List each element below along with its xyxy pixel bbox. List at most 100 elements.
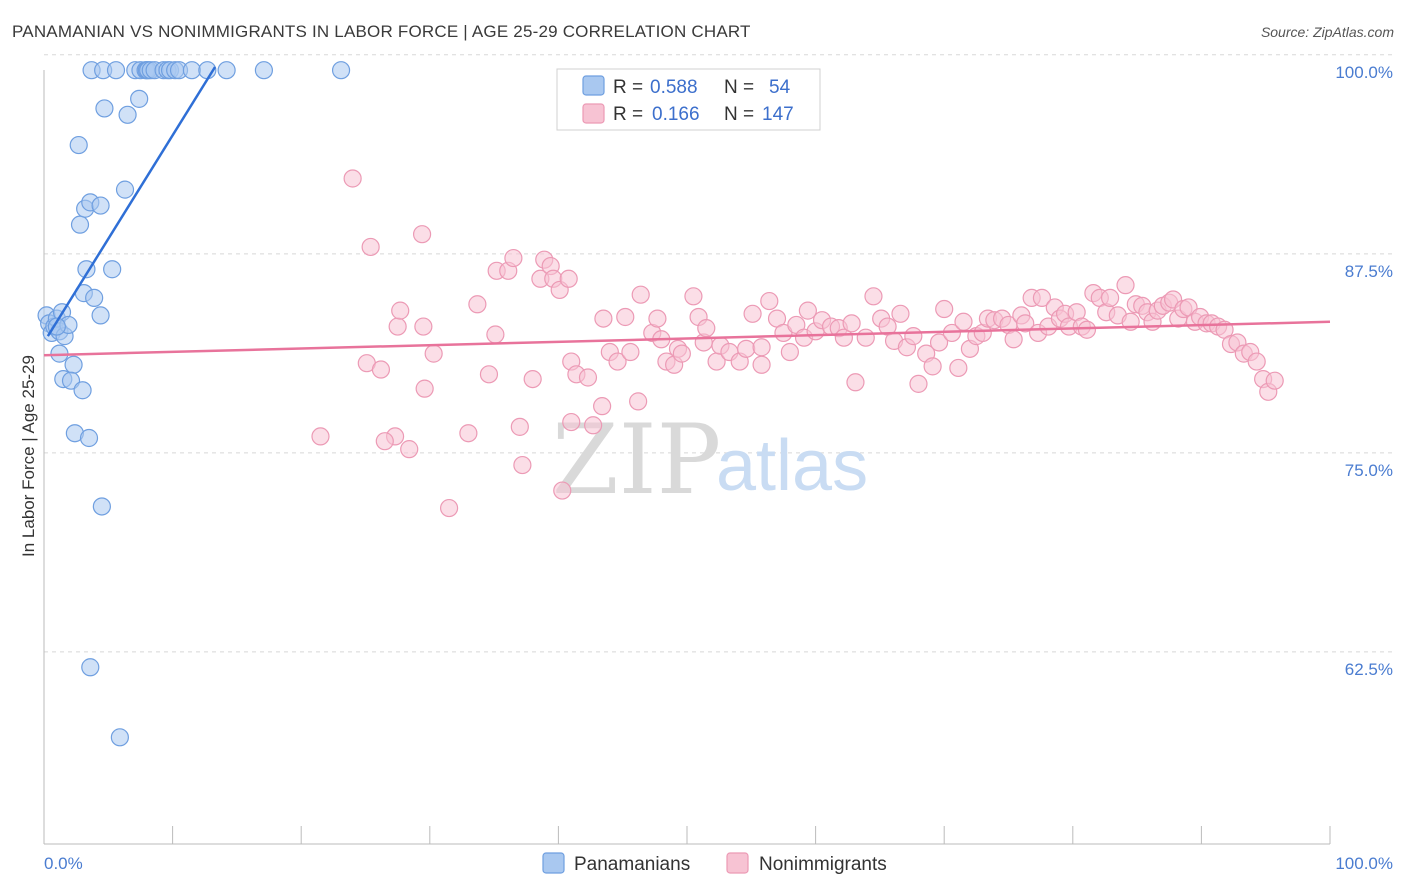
y-tick-label: 62.5% <box>1345 660 1393 679</box>
gridlines <box>44 54 1393 653</box>
nonimmigrants-point <box>648 309 667 328</box>
nonimmigrants-point <box>311 427 330 446</box>
nonimmigrants-point <box>846 373 865 392</box>
nonimmigrants-point <box>929 333 949 352</box>
nonimmigrants-point <box>414 317 433 336</box>
nonimmigrants-point <box>371 360 391 379</box>
nonimmigrants-point <box>361 237 380 257</box>
legend-n-value-1: 54 <box>769 77 791 98</box>
panamanians-point <box>110 728 129 747</box>
panamanians-points <box>37 61 351 747</box>
nonimmigrants-point <box>798 301 817 320</box>
panamanians-point <box>95 99 114 118</box>
source-credit: Source: ZipAtlas.com <box>1260 24 1394 40</box>
nonimmigrants-point <box>631 285 650 304</box>
panamanians-point <box>73 381 92 400</box>
panamanians-point <box>70 215 90 234</box>
nonimmigrants-point <box>752 338 771 357</box>
nonimmigrants-point <box>672 344 691 363</box>
nonimmigrants-point <box>923 357 942 376</box>
legend-r-value-2: 0.166 <box>652 104 700 125</box>
legend-r-value-1: 0.588 <box>650 77 698 98</box>
series-legend: Panamanians Nonimmigrants <box>542 852 887 875</box>
x-ticks <box>43 826 1331 844</box>
nonimmigrants-point <box>760 291 779 311</box>
panamanians-point <box>79 428 99 448</box>
nonimmigrants-point <box>391 301 410 320</box>
nonimmigrants-point <box>1077 320 1097 339</box>
watermark-atlas: atlas <box>716 426 868 506</box>
nonimmigrants-point <box>743 304 762 323</box>
panamanians-point <box>115 180 135 199</box>
nonimmigrants-point <box>1247 352 1266 371</box>
nonimmigrants-point <box>780 342 799 362</box>
nonimmigrants-point <box>909 374 928 393</box>
nonimmigrants-point <box>468 295 487 314</box>
nonimmigrants-point <box>375 432 394 451</box>
nonimmigrants-point <box>904 327 923 346</box>
nonimmigrants-point <box>1100 288 1120 307</box>
nonimmigrants-point <box>629 392 648 411</box>
nonimmigrants-point <box>935 299 954 319</box>
nonimmigrants-point <box>594 309 613 328</box>
nonimmigrants-point <box>621 342 640 362</box>
nonimmigrants-point <box>553 481 572 500</box>
panamanians-point <box>103 260 122 279</box>
panamanians-point <box>182 61 201 80</box>
chart-title: PANAMANIAN VS NONIMMIGRANTS IN LABOR FOR… <box>12 22 751 41</box>
nonimmigrants-point <box>486 325 505 344</box>
panamanians-point <box>130 89 149 108</box>
nonimmigrants-points <box>311 169 1284 518</box>
legend-swatch-nonimmigrants <box>582 103 605 124</box>
y-tick-labels: 62.5% 75.0% 87.5% 100.0% <box>1335 63 1393 679</box>
panamanians-point <box>331 61 351 80</box>
nonimmigrants-point <box>415 379 434 398</box>
panamanians-point <box>81 658 100 677</box>
nonimmigrants-point <box>697 319 716 338</box>
series-legend-swatch-panamanians <box>542 852 565 874</box>
nonimmigrants-point <box>616 307 635 327</box>
panamanians-point <box>64 355 83 374</box>
nonimmigrants-point <box>424 344 443 363</box>
legend-swatch-panamanians <box>582 75 605 96</box>
nonimmigrants-point <box>504 248 523 268</box>
nonimmigrants-point <box>523 369 542 389</box>
nonimmigrants-point <box>343 169 362 188</box>
panamanians-point <box>118 105 137 124</box>
legend-r-label-1: R = <box>613 77 643 98</box>
nonimmigrants-point <box>459 424 478 443</box>
panamanians-point <box>217 61 236 80</box>
nonimmigrants-point <box>479 365 499 384</box>
nonimmigrants-point <box>510 417 529 436</box>
nonimmigrants-point <box>891 304 910 323</box>
nonimmigrants-point <box>400 440 419 459</box>
nonimmigrants-point <box>439 498 459 518</box>
nonimmigrants-point <box>562 412 581 432</box>
legend-n-value-2: 147 <box>762 104 794 125</box>
nonimmigrants-point <box>842 314 861 333</box>
nonimmigrants-point <box>684 287 703 306</box>
y-tick-label: 100.0% <box>1335 63 1393 82</box>
trend-lines <box>43 66 1331 357</box>
panamanians-point <box>91 196 110 215</box>
nonimmigrants-point <box>1032 288 1052 307</box>
nonimmigrants-point <box>388 317 407 336</box>
nonimmigrants-point <box>864 287 883 306</box>
nonimmigrants-point <box>608 352 627 371</box>
nonimmigrants-point <box>1004 330 1023 349</box>
nonimmigrants-point <box>593 397 612 416</box>
nonimmigrants-point <box>737 339 756 358</box>
nonimmigrants-point <box>513 455 532 475</box>
x-tick-label-max: 100.0% <box>1335 854 1393 873</box>
panamanians-point <box>91 306 110 325</box>
panamanians-point <box>92 497 111 516</box>
nonimmigrants-point <box>949 358 968 378</box>
panamanians-point <box>106 61 126 80</box>
trend-line-nonimmigrants <box>43 320 1331 357</box>
trend-line-panamanians <box>46 66 217 337</box>
legend-n-label-2: N = <box>724 104 754 125</box>
nonimmigrants-point <box>954 312 973 331</box>
legend-n-label-1: N = <box>724 77 754 98</box>
nonimmigrants-point <box>559 269 578 288</box>
nonimmigrants-point <box>1265 371 1284 390</box>
